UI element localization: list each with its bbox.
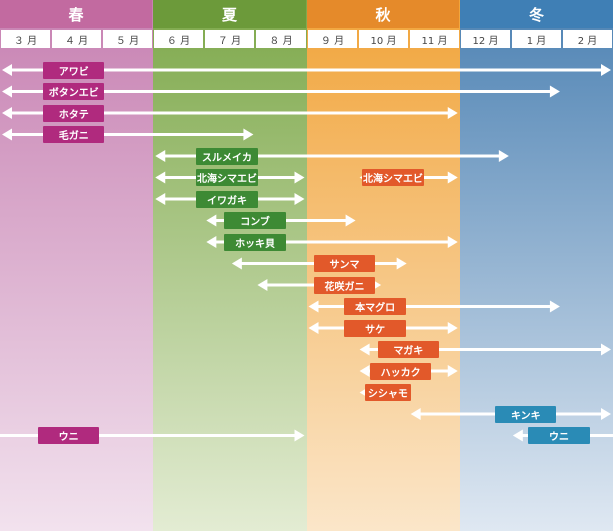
item-label: シシャモ xyxy=(364,384,411,401)
season-arrow xyxy=(2,64,611,76)
season-header: 春 xyxy=(0,0,152,28)
item-label: サケ xyxy=(344,319,406,337)
item-label: ハッカク xyxy=(370,362,432,380)
item-label: ホッキ貝 xyxy=(224,233,286,251)
month-label: ５ 月 xyxy=(103,30,152,48)
item-label: サンマ xyxy=(313,255,376,272)
item-label: キンキ xyxy=(495,405,557,423)
month-label: ９ 月 xyxy=(308,30,357,48)
season-header: 夏 xyxy=(153,0,306,28)
item-label: イワガキ xyxy=(196,190,258,208)
item-label: コンブ xyxy=(224,212,286,229)
item-label: 花咲ガニ xyxy=(313,276,376,294)
item-label: 北海シマエビ xyxy=(362,169,424,186)
month-label: ４ 月 xyxy=(52,30,101,48)
item-label: ウニ xyxy=(528,427,590,444)
season-arrow xyxy=(2,128,254,141)
item-label: ボタンエビ xyxy=(43,83,105,100)
month-label: ６ 月 xyxy=(154,30,203,48)
item-label: アワビ xyxy=(43,61,105,79)
season-band xyxy=(153,0,307,531)
month-label: 11 月 xyxy=(410,30,459,48)
item-label: ウニ xyxy=(37,427,100,444)
item-label: スルメイカ xyxy=(196,147,258,165)
month-label: 2 月 xyxy=(563,30,612,48)
season-header: 秋 xyxy=(307,0,459,28)
item-label: マガキ xyxy=(377,341,439,358)
item-label: 本マグロ xyxy=(344,298,406,315)
month-label: ８ 月 xyxy=(256,30,306,48)
month-label: 12 月 xyxy=(461,30,510,48)
month-label: ３ 月 xyxy=(1,30,50,48)
season-header: 冬 xyxy=(460,0,613,28)
month-label: 1 月 xyxy=(512,30,561,48)
item-label: 毛ガニ xyxy=(43,126,105,143)
month-label: ７ 月 xyxy=(205,30,254,48)
item-label: 北海シマエビ xyxy=(196,169,258,186)
item-label: ホタテ xyxy=(43,104,105,122)
month-label: 10 月 xyxy=(359,30,408,48)
